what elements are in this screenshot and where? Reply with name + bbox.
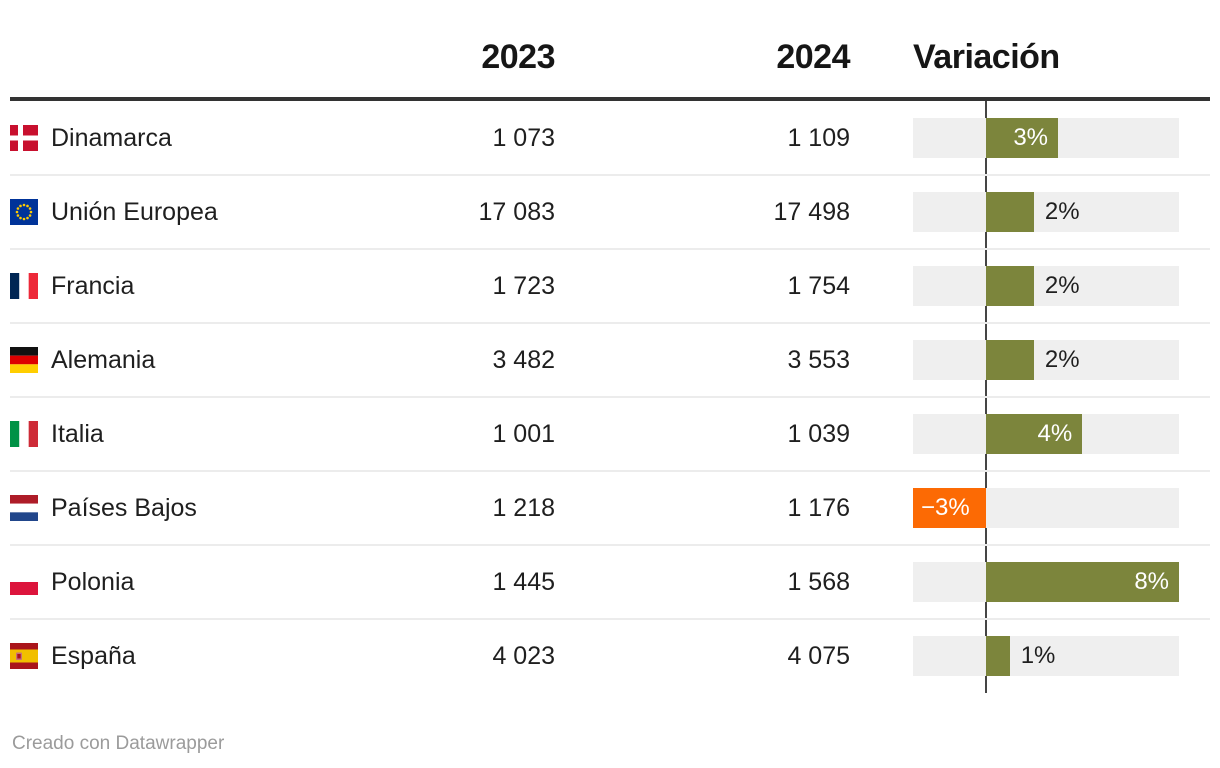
variation-cell: 2% <box>913 266 1179 306</box>
variation-bar-track: 2% <box>913 192 1179 232</box>
country-name: Francia <box>51 271 135 300</box>
value-2024: 1 109 <box>787 123 850 152</box>
value-2023: 17 083 <box>478 197 555 226</box>
value-2024: 4 075 <box>787 641 850 670</box>
table-row: Alemania 3 482 3 553 2% <box>0 323 1220 398</box>
variation-bar: 3% <box>985 118 1058 158</box>
variation-cell: 8% <box>913 562 1179 602</box>
table-row: Polonia 1 445 1 568 8% <box>0 545 1220 620</box>
attribution-link[interactable]: Creado con Datawrapper <box>12 733 225 754</box>
variation-bar-track: 3% <box>913 118 1179 158</box>
table-header: 2023 2024 Variación <box>0 0 1220 97</box>
variation-value-label: 2% <box>1044 346 1080 373</box>
column-header-country <box>10 77 400 97</box>
flag-fr-icon <box>10 273 38 299</box>
country-cell: Francia <box>10 272 400 301</box>
flag-dk-icon <box>10 125 38 151</box>
value-2023: 1 073 <box>492 123 555 152</box>
column-header-variacion: Variación <box>913 38 1060 76</box>
country-name: Países Bajos <box>51 493 197 522</box>
column-header-2024: 2024 <box>776 38 850 76</box>
variation-bar-track: 2% <box>913 266 1179 306</box>
variation-cell: 4% <box>913 414 1179 454</box>
variation-cell: 1% <box>913 636 1179 676</box>
variation-bar-track: −3% <box>913 488 1179 528</box>
country-name: Unión Europea <box>51 197 218 226</box>
country-name: Polonia <box>51 567 135 596</box>
flag-es-icon <box>10 643 38 669</box>
header-rule <box>10 97 1210 101</box>
value-2024: 1 176 <box>787 493 850 522</box>
table-row: Francia 1 723 1 754 2% <box>0 249 1220 324</box>
variation-bar-track: 4% <box>913 414 1179 454</box>
variation-bar <box>985 192 1034 232</box>
variation-value-label: 2% <box>1044 198 1080 225</box>
variation-bar: 4% <box>985 414 1083 454</box>
table-row: España 4 023 4 075 1% <box>0 619 1220 693</box>
value-2023: 1 445 <box>492 567 555 596</box>
country-name: Dinamarca <box>51 123 172 152</box>
country-name: Alemania <box>51 345 156 374</box>
country-cell: Italia <box>10 420 400 449</box>
value-2024: 17 498 <box>773 197 850 226</box>
variation-bar: −3% <box>913 488 986 528</box>
variation-value-label: 4% <box>1037 420 1073 447</box>
value-2024: 1 754 <box>787 271 850 300</box>
value-2024: 1 039 <box>787 419 850 448</box>
variation-bar-track: 8% <box>913 562 1179 602</box>
variation-bar-track: 1% <box>913 636 1179 676</box>
country-name: España <box>51 641 136 670</box>
country-cell: Unión Europea <box>10 198 400 227</box>
value-2023: 4 023 <box>492 641 555 670</box>
table-body: Dinamarca 1 073 1 109 3% Unión Europea 1… <box>0 101 1220 693</box>
country-cell: Países Bajos <box>10 494 400 523</box>
variation-cell: 3% <box>913 118 1179 158</box>
value-2023: 3 482 <box>492 345 555 374</box>
variation-value-label: 8% <box>1134 568 1169 595</box>
variation-value-label: 3% <box>1013 124 1048 151</box>
variation-cell: 2% <box>913 192 1179 232</box>
variation-bar <box>985 266 1034 306</box>
column-header-2023: 2023 <box>481 38 555 76</box>
flag-pl-icon <box>10 569 38 595</box>
country-cell: Alemania <box>10 346 400 375</box>
flag-de-icon <box>10 347 38 373</box>
table-row: Dinamarca 1 073 1 109 3% <box>0 101 1220 176</box>
table-row: Países Bajos 1 218 1 176 −3% <box>0 471 1220 546</box>
variation-bar-track: 2% <box>913 340 1179 380</box>
variation-value-label: 2% <box>1044 272 1080 299</box>
variation-bar <box>985 340 1034 380</box>
country-name: Italia <box>51 419 104 448</box>
value-2024: 3 553 <box>787 345 850 374</box>
table-row: Italia 1 001 1 039 4% <box>0 397 1220 472</box>
value-2023: 1 218 <box>492 493 555 522</box>
variation-cell: 2% <box>913 340 1179 380</box>
country-cell: España <box>10 642 400 671</box>
value-2023: 1 723 <box>492 271 555 300</box>
variation-value-label: 1% <box>1020 642 1056 669</box>
value-2023: 1 001 <box>492 419 555 448</box>
table-row: Unión Europea 17 083 17 498 2% <box>0 175 1220 250</box>
flag-eu-icon <box>10 199 38 225</box>
variation-value-label: −3% <box>921 494 970 521</box>
flag-nl-icon <box>10 495 38 521</box>
variation-bar: 8% <box>985 562 1179 602</box>
country-cell: Dinamarca <box>10 124 400 153</box>
variation-cell: −3% <box>913 488 1179 528</box>
flag-it-icon <box>10 421 38 447</box>
variation-bar <box>985 636 1010 676</box>
value-2024: 1 568 <box>787 567 850 596</box>
country-cell: Polonia <box>10 568 400 597</box>
